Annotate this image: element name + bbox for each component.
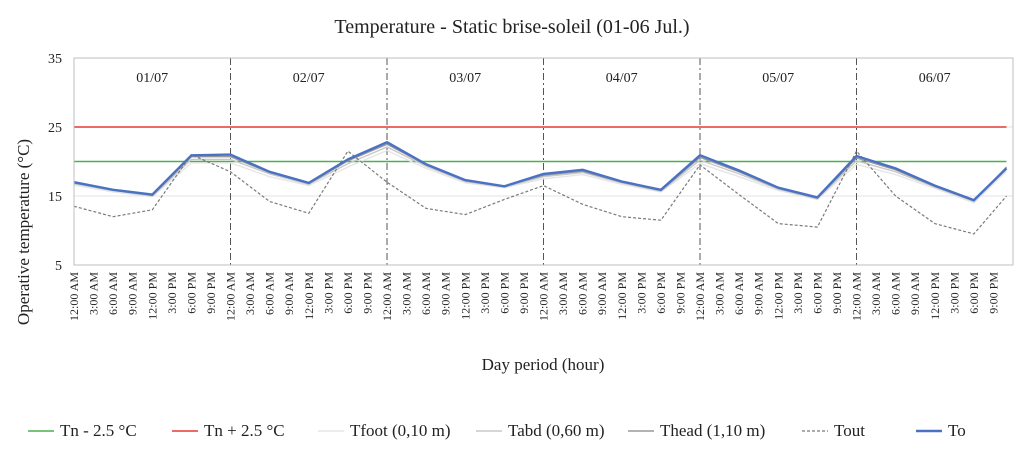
- series-line: [73, 140, 1008, 202]
- x-tick-label: 6:00 AM: [576, 272, 590, 315]
- plot-area-border: [73, 57, 1014, 266]
- x-tick-label: 6:00 AM: [889, 272, 903, 315]
- x-tick-label: 3:00 PM: [321, 272, 335, 314]
- x-tick-label: 12:00 AM: [850, 272, 864, 321]
- series-line: [73, 146, 1007, 203]
- y-axis-label: Operative temperature (°C): [14, 139, 33, 325]
- x-tick-label: 3:00 PM: [478, 272, 492, 314]
- day-labels: 01/07 02/07 03/07 04/07 05/07 06/07: [136, 71, 950, 86]
- x-tick-label: 3:00 AM: [87, 272, 101, 315]
- x-tick-label: 3:00 AM: [556, 272, 570, 315]
- x-tick-label: 6:00 PM: [967, 272, 981, 314]
- x-tick-label: 6:00 AM: [263, 272, 277, 315]
- x-tick-label: 6:00 PM: [654, 272, 668, 314]
- x-tick-label: 3:00 PM: [947, 272, 961, 314]
- day-label: 04/07: [606, 71, 638, 86]
- x-tick-label: 12:00 PM: [302, 272, 316, 320]
- x-tick-label: 12:00 AM: [380, 272, 394, 321]
- day-label: 05/07: [762, 71, 794, 86]
- x-tick-label: 9:00 PM: [986, 272, 1000, 314]
- x-tick-label: 9:00 PM: [517, 272, 531, 314]
- x-tick-label: 6:00 PM: [497, 272, 511, 314]
- x-tick-label: 9:00 AM: [126, 272, 140, 315]
- x-tick-label: 6:00 AM: [732, 272, 746, 315]
- x-tick-label: 12:00 AM: [224, 272, 238, 321]
- x-axis-ticks: 12:00 AM 3:00 AM 6:00 AM 9:00 AM 12:00 PM 3:0…: [67, 272, 1000, 321]
- x-tick-label: 6:00 PM: [810, 272, 824, 314]
- x-tick-label: 3:00 AM: [869, 272, 883, 315]
- x-tick-label: 3:00 AM: [243, 272, 257, 315]
- legend: Tn - 2.5 °C Tn + 2.5 °C Tfoot (0,10 m) Tabd…: [28, 421, 966, 440]
- x-tick-label: 9:00 PM: [204, 272, 218, 314]
- x-tick-label: 6:00 PM: [184, 272, 198, 314]
- day-label: 06/07: [919, 71, 951, 86]
- x-tick-label: 12:00 PM: [458, 272, 472, 320]
- legend-label: Tout: [834, 421, 865, 440]
- x-tick-label: 3:00 PM: [165, 272, 179, 314]
- day-label: 03/07: [449, 71, 481, 86]
- x-tick-label: 12:00 PM: [615, 272, 629, 320]
- series-line: [73, 150, 1007, 235]
- series-lines: [73, 126, 1008, 235]
- day-label: 01/07: [136, 71, 168, 86]
- x-tick-label: 6:00 PM: [341, 272, 355, 314]
- y-tick-label: 5: [55, 259, 62, 274]
- legend-label: Tfoot (0,10 m): [350, 421, 451, 440]
- day-separators: [230, 58, 857, 265]
- x-tick-label: 9:00 AM: [908, 272, 922, 315]
- x-tick-label: 12:00 PM: [928, 272, 942, 320]
- x-tick-label: 3:00 PM: [791, 272, 805, 314]
- series-line: [73, 143, 1008, 202]
- x-tick-label: 6:00 AM: [419, 272, 433, 315]
- x-tick-label: 3:00 AM: [713, 272, 727, 315]
- series-line: [73, 149, 1007, 204]
- x-tick-label: 3:00 AM: [400, 272, 414, 315]
- x-tick-label: 3:00 PM: [634, 272, 648, 314]
- x-tick-label: 9:00 PM: [673, 272, 687, 314]
- x-tick-label: 9:00 AM: [595, 272, 609, 315]
- x-tick-label: 12:00 AM: [693, 272, 707, 321]
- legend-label: Tn + 2.5 °C: [204, 421, 285, 440]
- legend-label: Thead (1,10 m): [660, 421, 765, 440]
- x-tick-label: 9:00 PM: [830, 272, 844, 314]
- y-tick-label: 35: [48, 52, 62, 67]
- x-tick-label: 6:00 AM: [106, 272, 120, 315]
- y-tick-label: 25: [48, 121, 62, 136]
- legend-label: Tn - 2.5 °C: [60, 421, 137, 440]
- y-tick-label: 15: [48, 190, 62, 205]
- x-tick-label: 9:00 AM: [282, 272, 296, 315]
- legend-label: Tabd (0,60 m): [508, 421, 605, 440]
- x-tick-label: 12:00 PM: [771, 272, 785, 320]
- day-label: 02/07: [293, 71, 325, 86]
- x-tick-label: 9:00 AM: [752, 272, 766, 315]
- x-tick-label: 12:00 AM: [67, 272, 81, 321]
- legend-label: To: [948, 421, 966, 440]
- x-tick-label: 9:00 PM: [360, 272, 374, 314]
- chart-title: Temperature - Static brise-soleil (01-06…: [334, 16, 689, 38]
- x-tick-label: 9:00 AM: [439, 272, 453, 315]
- x-axis-label: Day period (hour): [482, 355, 605, 374]
- x-tick-label: 12:00 AM: [537, 272, 551, 321]
- x-tick-label: 12:00 PM: [145, 272, 159, 320]
- y-axis-ticks: 5 15 25 35: [48, 52, 62, 274]
